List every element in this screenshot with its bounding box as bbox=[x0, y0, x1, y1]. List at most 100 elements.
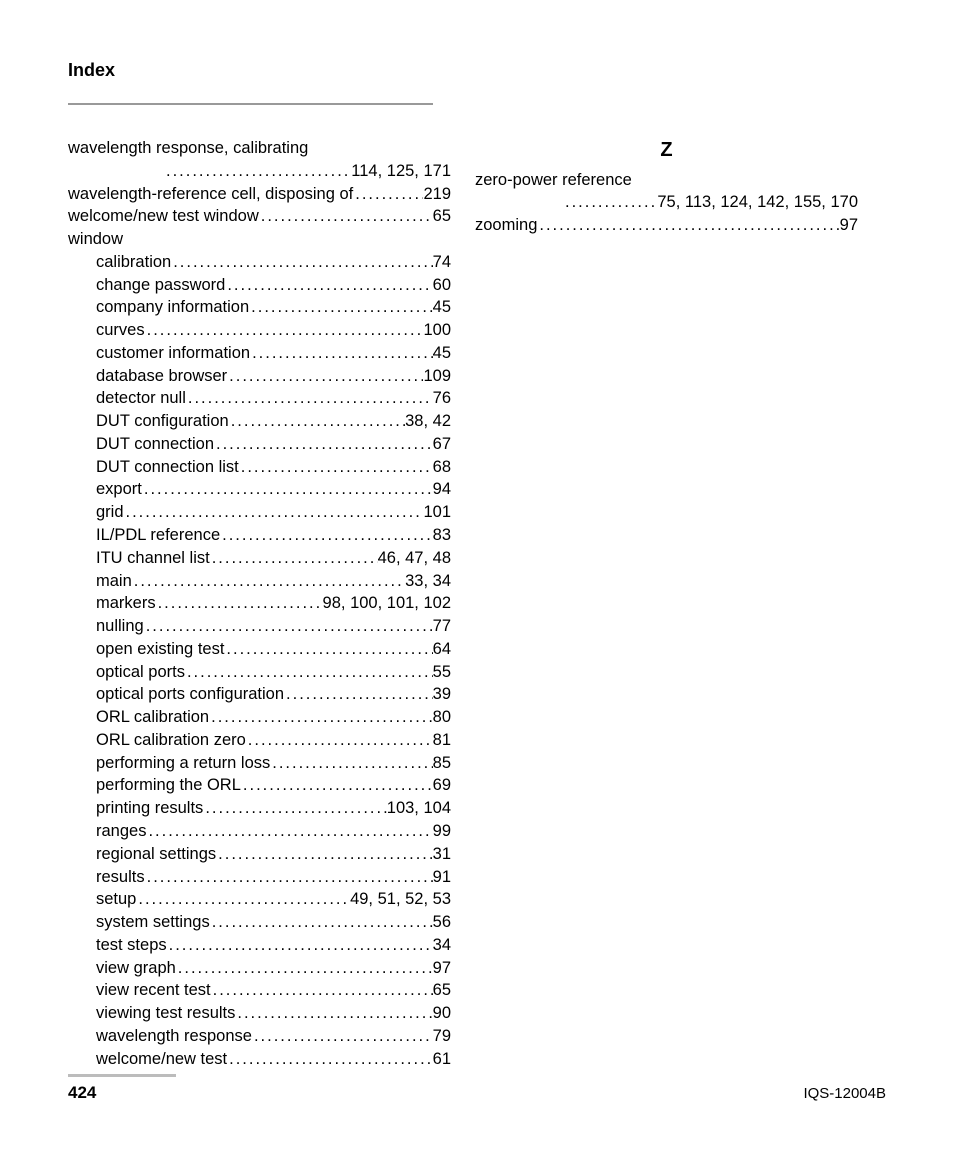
index-label: system settings bbox=[96, 911, 210, 934]
index-continuation: 114, 125, 171 bbox=[68, 160, 451, 183]
index-pages: 67 bbox=[433, 433, 451, 456]
index-subentry: company information 45 bbox=[68, 296, 451, 319]
index-subentry: curves100 bbox=[68, 319, 451, 342]
index-subentry: test steps 34 bbox=[68, 934, 451, 957]
index-pages: 65 bbox=[433, 205, 451, 228]
index-columns: wavelength response, calibrating 114, 12… bbox=[68, 137, 886, 1070]
leader-dots bbox=[176, 957, 433, 980]
index-subentry: performing the ORL69 bbox=[68, 774, 451, 797]
index-label: export bbox=[96, 478, 142, 501]
index-pages: 49, 51, 52, 53 bbox=[350, 888, 451, 911]
index-label: results bbox=[96, 866, 145, 889]
index-subentry: ORL calibration zero81 bbox=[68, 729, 451, 752]
index-label: customer information bbox=[96, 342, 250, 365]
index-pages: 65 bbox=[433, 979, 451, 1002]
page-footer: 424 IQS-12004B bbox=[68, 1083, 886, 1103]
index-subentry: view graph97 bbox=[68, 957, 451, 980]
index-entry: wavelength-reference cell, disposing of … bbox=[68, 183, 451, 206]
index-label: test steps bbox=[96, 934, 167, 957]
index-subentry: wavelength response79 bbox=[68, 1025, 451, 1048]
document-id: IQS-12004B bbox=[803, 1085, 886, 1102]
index-subentry: nulling77 bbox=[68, 615, 451, 638]
index-label: ORL calibration zero bbox=[96, 729, 246, 752]
index-subentry: performing a return loss85 bbox=[68, 752, 451, 775]
leader-dots bbox=[229, 410, 405, 433]
index-subentry: viewing test results 90 bbox=[68, 1002, 451, 1025]
leader-dots bbox=[136, 888, 350, 911]
index-subentry: calibration74 bbox=[68, 251, 451, 274]
index-label: database browser bbox=[96, 365, 227, 388]
leader-dots bbox=[156, 592, 323, 615]
index-pages: 60 bbox=[433, 274, 451, 297]
index-pages: 34 bbox=[433, 934, 451, 957]
index-subentry: setup49, 51, 52, 53 bbox=[68, 888, 451, 911]
index-label: view recent test bbox=[96, 979, 211, 1002]
index-pages: 68 bbox=[433, 456, 451, 479]
leader-dots bbox=[227, 1048, 433, 1071]
index-topic: zero-power reference bbox=[475, 169, 858, 192]
index-pages: 98, 100, 101, 102 bbox=[323, 592, 451, 615]
index-label: DUT connection list bbox=[96, 456, 239, 479]
index-pages: 80 bbox=[433, 706, 451, 729]
index-label: viewing test results bbox=[96, 1002, 235, 1025]
index-label: performing a return loss bbox=[96, 752, 270, 775]
index-topic: wavelength response, calibrating bbox=[68, 137, 451, 160]
index-label: window bbox=[68, 230, 123, 248]
index-subentry: DUT configuration38, 42 bbox=[68, 410, 451, 433]
index-pages: 76 bbox=[433, 387, 451, 410]
leader-dots bbox=[259, 205, 433, 228]
leader-dots bbox=[211, 979, 433, 1002]
index-label: IL/PDL reference bbox=[96, 524, 220, 547]
index-subentry: open existing test64 bbox=[68, 638, 451, 661]
index-label: welcome/new test window bbox=[68, 205, 259, 228]
index-label: open existing test bbox=[96, 638, 224, 661]
leader-dots bbox=[132, 570, 405, 593]
leader-dots bbox=[216, 843, 432, 866]
index-subentry: printing results103, 104 bbox=[68, 797, 451, 820]
index-pages: 219 bbox=[423, 183, 451, 206]
index-pages: 109 bbox=[423, 365, 451, 388]
index-label: optical ports configuration bbox=[96, 683, 284, 706]
leader-dots bbox=[171, 251, 432, 274]
leader-dots bbox=[145, 319, 424, 342]
index-label: curves bbox=[96, 319, 145, 342]
index-pages: 56 bbox=[433, 911, 451, 934]
index-pages: 97 bbox=[433, 957, 451, 980]
index-label: grid bbox=[96, 501, 124, 524]
leader-dots bbox=[270, 752, 432, 775]
leader-dots bbox=[214, 433, 433, 456]
page: Index wavelength response, calibrating 1… bbox=[0, 0, 954, 1159]
leader-dots bbox=[353, 183, 423, 206]
index-pages: 33, 34 bbox=[405, 570, 451, 593]
index-label: wavelength-reference cell, disposing of bbox=[68, 183, 353, 206]
index-pages: 74 bbox=[433, 251, 451, 274]
index-label: printing results bbox=[96, 797, 203, 820]
index-label: nulling bbox=[96, 615, 144, 638]
index-pages: 83 bbox=[433, 524, 451, 547]
index-pages: 97 bbox=[840, 214, 858, 237]
index-pages: 101 bbox=[423, 501, 451, 524]
index-label: performing the ORL bbox=[96, 774, 241, 797]
leader-dots bbox=[537, 214, 839, 237]
leader-dots bbox=[167, 934, 433, 957]
index-label: optical ports bbox=[96, 661, 185, 684]
index-topic: window bbox=[68, 228, 451, 251]
leader-dots bbox=[145, 866, 433, 889]
index-pages: 45 bbox=[433, 296, 451, 319]
index-label: DUT configuration bbox=[96, 410, 229, 433]
leader-dots bbox=[185, 661, 433, 684]
index-subentry: customer information45 bbox=[68, 342, 451, 365]
index-subentry: detector null76 bbox=[68, 387, 451, 410]
index-subentry: export94 bbox=[68, 478, 451, 501]
index-label: company information bbox=[96, 296, 249, 319]
leader-dots bbox=[220, 524, 433, 547]
leader-dots bbox=[224, 638, 432, 661]
index-label: wavelength response, calibrating bbox=[68, 139, 308, 157]
leader-dots bbox=[227, 365, 423, 388]
leader-dots bbox=[241, 774, 433, 797]
leader-dots bbox=[209, 706, 433, 729]
index-pages: 114, 125, 171 bbox=[351, 160, 451, 183]
index-subentry: ranges99 bbox=[68, 820, 451, 843]
index-pages: 90 bbox=[433, 1002, 451, 1025]
index-heading: Index bbox=[68, 60, 886, 81]
